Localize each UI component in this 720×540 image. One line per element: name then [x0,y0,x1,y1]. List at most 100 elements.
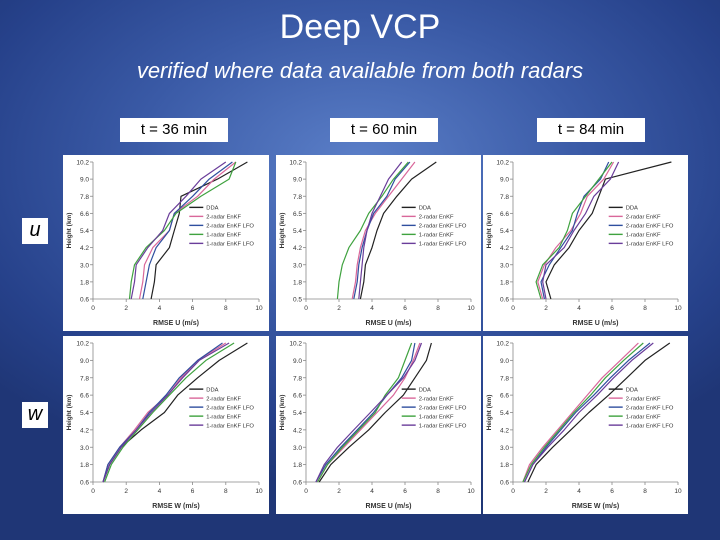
series-line-dda [359,161,437,300]
y-tick-label: 10.2 [289,160,302,167]
y-tick-label: 5.4 [500,228,509,235]
y-tick-label: 1.8 [500,462,509,469]
series-line-2-radar-enkf-lfo [353,161,411,300]
legend-label-dda: DDA [626,206,638,212]
series-line-2-radar-enkf-lfo [315,342,416,483]
x-tick-label: 4 [158,305,162,312]
y-tick-label: 10.2 [289,341,302,348]
y-tick-label: 5.4 [293,410,302,417]
legend-label-1-radar-enkf-lfo: 1-radar EnKF LFO [206,423,254,429]
x-tick-label: 10 [255,305,263,312]
x-axis-label: RMSE U (m/s) [153,320,199,327]
y-tick-label: 0.6 [500,297,509,304]
legend-label-dda: DDA [206,387,218,393]
chart-u-84: 0.6 1.8 3.0 4.2 5.4 6.6 7.8 9.0 10.2 0 2 4 6 8 10 RMSE … [486,160,682,328]
legend-label-2-radar-enkf-lfo: 2-radar EnKF LFO [206,405,254,411]
chart-panel-u-36: 0.6 1.8 3.0 4.2 5.4 6.6 7.8 9.0 10.2 0 2 4 6 8 10 RMSE … [63,155,269,331]
legend-label-2-radar-enkf: 2-radar EnKF [419,215,454,221]
series-line-1-radar-enkf-lfo [542,161,620,300]
series-line-dda [150,161,248,300]
x-tick-label: 8 [224,488,228,495]
series-line-2-radar-enkf-lfo [102,342,223,483]
y-axis-label: Height (km) [486,213,493,249]
time-label-36: t = 36 min [120,118,228,142]
y-tick-label: 9.0 [500,358,509,365]
y-tick-label: 3.0 [500,262,509,269]
row-label-w: w [22,402,48,428]
series-line-1-radar-enkf [535,161,613,300]
x-tick-label: 0 [304,305,308,312]
y-tick-label: 6.6 [500,393,509,400]
y-axis-label: Height (km) [66,213,73,249]
legend-label-2-radar-enkf: 2-radar EnKF [206,215,241,221]
y-tick-label: 1.8 [80,462,89,469]
legend-label-1-radar-enkf: 1-radar EnKF [206,233,241,239]
chart-w-36: 0.6 1.8 3.0 4.2 5.4 6.6 7.8 9.0 10.2 0 2 4 6 8 10 RMSE … [66,341,263,511]
series-line-1-radar-enkf-lfo [315,342,423,483]
series-line-2-radar-enkf [522,342,639,483]
x-tick-label: 4 [370,488,374,495]
x-tick-label: 4 [577,488,581,495]
y-tick-label: 0.6 [80,480,89,487]
y-tick-label: 7.8 [500,375,509,382]
x-axis-label: RMSE U (m/s) [573,320,619,327]
x-tick-label: 0 [91,488,95,495]
x-tick-label: 8 [643,488,647,495]
legend-label-1-radar-enkf-lfo: 1-radar EnKF LFO [206,242,254,248]
series-line-1-radar-enkf [316,342,413,483]
series-line-1-radar-enkf [128,161,237,300]
y-tick-label: 6.6 [500,211,509,218]
x-tick-label: 0 [304,488,308,495]
chart-panel-w-60: 0.6 1.8 3.0 4.2 5.4 6.6 7.8 9.0 10.2 0 2 4 6 8 10 RMSE … [276,336,481,514]
series-line-1-radar-enkf [336,161,409,300]
y-tick-label: 5.4 [500,410,509,417]
series-line-2-radar-enkf [138,161,237,300]
legend-label-2-radar-enkf: 2-radar EnKF [626,396,661,402]
x-tick-label: 6 [403,305,407,312]
y-tick-label: 7.8 [293,375,302,382]
legend-label-2-radar-enkf-lfo: 2-radar EnKF LFO [206,224,254,230]
x-tick-label: 10 [467,305,475,312]
series-line-2-radar-enkf-lfo [142,161,233,300]
chart-w-84: 0.6 1.8 3.0 4.2 5.4 6.6 7.8 9.0 10.2 0 2 4 6 8 10 RMSE … [486,341,682,511]
chart-u-60: 0.5 1.8 3.0 4.2 5.4 6.5 7.8 9.0 10.2 0 2 4 6 8 10 RMSE … [279,160,475,328]
legend-label-1-radar-enkf-lfo: 1-radar EnKF LFO [626,242,674,248]
legend-label-dda: DDA [626,387,638,393]
x-tick-label: 8 [224,305,228,312]
series-line-1-radar-enkf-lfo [358,161,403,300]
time-label-84: t = 84 min [537,118,645,142]
x-tick-label: 2 [544,305,548,312]
legend-label-2-radar-enkf: 2-radar EnKF [626,215,661,221]
y-tick-label: 6.6 [80,211,89,218]
series-line-1-radar-enkf-lfo [523,342,654,483]
y-tick-label: 3.0 [293,445,302,452]
x-tick-label: 4 [370,305,374,312]
chart-w-60: 0.6 1.8 3.0 4.2 5.4 6.6 7.8 9.0 10.2 0 2 4 6 8 10 RMSE … [279,341,475,511]
x-tick-label: 0 [91,305,95,312]
chart-panel-u-84: 0.6 1.8 3.0 4.2 5.4 6.6 7.8 9.0 10.2 0 2 4 6 8 10 RMSE … [483,155,688,331]
y-tick-label: 9.0 [80,358,89,365]
y-tick-label: 6.5 [293,211,302,218]
y-tick-label: 3.0 [80,262,89,269]
chart-panel-u-60: 0.5 1.8 3.0 4.2 5.4 6.5 7.8 9.0 10.2 0 2 4 6 8 10 RMSE … [276,155,481,331]
series-line-dda [102,342,248,483]
x-tick-label: 2 [337,305,341,312]
x-axis-label: RMSE W (m/s) [572,503,619,510]
series-line-dda [527,342,671,483]
y-tick-label: 3.0 [500,445,509,452]
legend-label-1-radar-enkf-lfo: 1-radar EnKF LFO [419,423,467,429]
legend-label-2-radar-enkf: 2-radar EnKF [419,396,454,402]
chart-panel-w-36: 0.6 1.8 3.0 4.2 5.4 6.6 7.8 9.0 10.2 0 2 4 6 8 10 RMSE … [63,336,269,514]
y-tick-label: 7.8 [500,194,509,201]
y-tick-label: 1.8 [500,279,509,286]
slide-subtitle: verified where data available from both … [136,58,584,83]
y-tick-label: 0.5 [293,297,302,304]
x-tick-label: 6 [191,305,195,312]
y-tick-label: 6.6 [80,393,89,400]
series-line-1-radar-enkf-lfo [102,342,230,483]
y-tick-label: 5.4 [80,228,89,235]
y-tick-label: 0.6 [500,480,509,487]
series-line-2-radar-enkf [351,161,416,300]
x-tick-label: 6 [610,488,614,495]
x-tick-label: 6 [403,488,407,495]
